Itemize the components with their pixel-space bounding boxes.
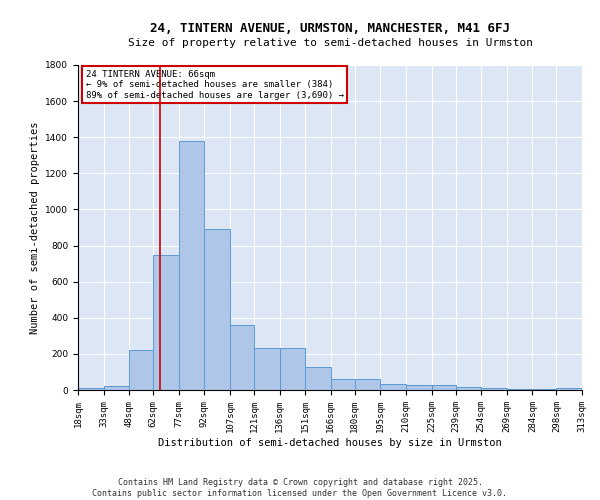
Bar [431, 384, 455, 390]
Bar [507, 389, 532, 390]
Bar [380, 384, 406, 390]
Text: Size of property relative to semi-detached houses in Urmston: Size of property relative to semi-detach… [128, 38, 533, 48]
Bar [104, 386, 129, 390]
Bar [205, 230, 230, 390]
Bar [280, 348, 305, 390]
Bar [532, 389, 556, 390]
Bar [179, 141, 205, 390]
Text: 24 TINTERN AVENUE: 66sqm
← 9% of semi-detached houses are smaller (384)
89% of s: 24 TINTERN AVENUE: 66sqm ← 9% of semi-de… [86, 70, 344, 100]
Bar [481, 388, 507, 390]
Bar [455, 388, 481, 390]
Bar [129, 350, 153, 390]
Bar [355, 379, 380, 390]
Bar [254, 348, 280, 390]
Bar [556, 388, 582, 390]
Bar [305, 368, 331, 390]
Bar [78, 388, 104, 390]
Bar [406, 384, 431, 390]
Bar [230, 325, 254, 390]
X-axis label: Distribution of semi-detached houses by size in Urmston: Distribution of semi-detached houses by … [158, 438, 502, 448]
Bar [153, 254, 179, 390]
Text: Contains HM Land Registry data © Crown copyright and database right 2025.
Contai: Contains HM Land Registry data © Crown c… [92, 478, 508, 498]
Bar [331, 379, 355, 390]
Y-axis label: Number of semi-detached properties: Number of semi-detached properties [30, 121, 40, 334]
Text: 24, TINTERN AVENUE, URMSTON, MANCHESTER, M41 6FJ: 24, TINTERN AVENUE, URMSTON, MANCHESTER,… [150, 22, 510, 36]
